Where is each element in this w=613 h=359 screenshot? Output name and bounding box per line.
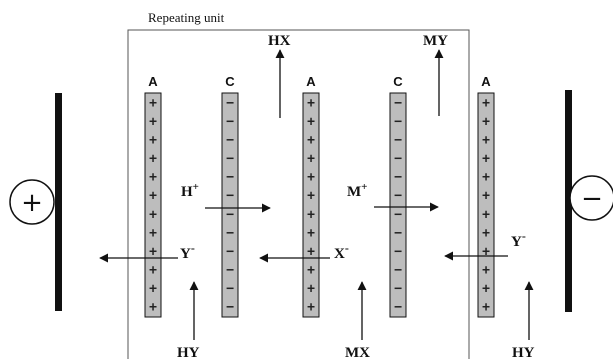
membrane-charge-sign: − [394, 300, 402, 315]
membrane-charge-sign: − [226, 207, 234, 222]
membrane-charge-sign: + [482, 244, 490, 259]
membrane-charge-sign: + [307, 96, 315, 111]
membrane-stack: A + + + + + + + + + + + + C − − − − − − − − − − − − A + + + + + + + + + + + + C… [144, 74, 495, 318]
membrane-charge-sign: − [226, 300, 234, 315]
membrane-charge-sign: + [482, 263, 490, 278]
membrane-label: C [393, 74, 403, 89]
membrane-charge-sign: + [482, 207, 490, 222]
anode-electrode: + [9, 93, 62, 311]
membrane-charge-sign: − [226, 263, 234, 278]
membrane-charge-sign: + [307, 189, 315, 204]
membrane-charge-sign: − [394, 115, 402, 130]
membrane-charge-sign: + [307, 300, 315, 315]
membrane-charge-sign: + [149, 96, 157, 111]
membrane-charge-sign: − [226, 189, 234, 204]
m-plus-label: M+ [347, 181, 367, 200]
membrane-charge-sign: + [307, 133, 315, 148]
cathode-circle [569, 175, 613, 221]
membrane-charge-sign: + [149, 170, 157, 185]
hy-feed-right-label: HY [512, 345, 535, 359]
membrane-body [221, 92, 239, 318]
y-minus-right-label: Y- [511, 229, 526, 250]
membrane-charge-sign: + [482, 115, 490, 130]
membrane-charge-sign: + [149, 263, 157, 278]
membrane-charge-sign: − [226, 96, 234, 111]
membrane-charge-sign: − [394, 281, 402, 296]
membrane-charge-sign: + [149, 189, 157, 204]
membrane-charge-sign: + [149, 244, 157, 259]
membrane-charge-sign: + [482, 133, 490, 148]
membrane-label: A [306, 74, 316, 89]
membrane-charge-sign: − [226, 115, 234, 130]
membrane-body [477, 92, 495, 318]
membrane-charge-sign: − [226, 133, 234, 148]
membrane-charge-sign: + [307, 170, 315, 185]
membrane-charge-sign: + [307, 226, 315, 241]
x-minus-label: X- [334, 241, 349, 262]
repeating-unit-box [127, 29, 470, 359]
hy-feed-left-label: HY [177, 345, 200, 359]
cathode-plate [565, 90, 572, 312]
membrane-charge-sign: + [149, 281, 157, 296]
cathode-sign: − [581, 184, 603, 214]
anode-circle [9, 179, 55, 225]
membrane-1: A + + + + + + + + + + + + [144, 74, 162, 318]
membrane-charge-sign: + [149, 226, 157, 241]
membrane-charge-sign: + [482, 300, 490, 315]
membrane-charge-sign: + [307, 244, 315, 259]
membrane-4: C − − − − − − − − − − − − [389, 74, 407, 318]
membrane-charge-sign: − [394, 133, 402, 148]
membrane-charge-sign: − [394, 96, 402, 111]
membrane-charge-sign: + [482, 96, 490, 111]
membrane-3: A + + + + + + + + + + + + [302, 74, 320, 318]
membrane-body [144, 92, 162, 318]
membrane-charge-sign: − [394, 152, 402, 167]
cathode-electrode: − [565, 90, 613, 312]
membrane-charge-sign: − [226, 170, 234, 185]
membrane-charge-sign: − [394, 170, 402, 185]
y-minus-left-label: Y- [180, 241, 195, 262]
membrane-charge-sign: + [307, 207, 315, 222]
membrane-charge-sign: + [307, 115, 315, 130]
membrane-charge-sign: + [149, 133, 157, 148]
membrane-body [389, 92, 407, 318]
membrane-charge-sign: + [482, 281, 490, 296]
membrane-charge-sign: − [394, 207, 402, 222]
membrane-charge-sign: − [394, 189, 402, 204]
membrane-label: A [481, 74, 491, 89]
membrane-charge-sign: + [482, 226, 490, 241]
membrane-charge-sign: − [226, 226, 234, 241]
membrane-charge-sign: + [149, 207, 157, 222]
membrane-charge-sign: + [482, 189, 490, 204]
membrane-charge-sign: − [226, 152, 234, 167]
membrane-charge-sign: + [482, 152, 490, 167]
membrane-charge-sign: + [307, 152, 315, 167]
h-plus-label: H+ [181, 181, 199, 200]
hx-product-label: HX [268, 33, 291, 49]
membrane-charge-sign: + [307, 263, 315, 278]
membrane-charge-sign: − [394, 226, 402, 241]
membrane-charge-sign: + [482, 170, 490, 185]
membrane-label: C [225, 74, 235, 89]
my-product-label: MY [423, 33, 448, 49]
anode-plate [55, 93, 62, 311]
membrane-label: A [148, 74, 158, 89]
mx-feed-label: MX [345, 345, 370, 359]
repeating-unit-title: Repeating unit [148, 10, 225, 25]
membrane-5: A + + + + + + + + + + + + [477, 74, 495, 318]
membrane-charge-sign: − [226, 281, 234, 296]
membrane-charge-sign: + [149, 152, 157, 167]
membrane-charge-sign: − [226, 244, 234, 259]
membrane-charge-sign: − [394, 263, 402, 278]
membrane-body [302, 92, 320, 318]
membrane-charge-sign: + [149, 300, 157, 315]
membrane-charge-sign: + [149, 115, 157, 130]
anode-sign: + [21, 188, 43, 218]
membrane-2: C − − − − − − − − − − − − [221, 74, 239, 318]
membrane-charge-sign: + [307, 281, 315, 296]
membrane-charge-sign: − [394, 244, 402, 259]
